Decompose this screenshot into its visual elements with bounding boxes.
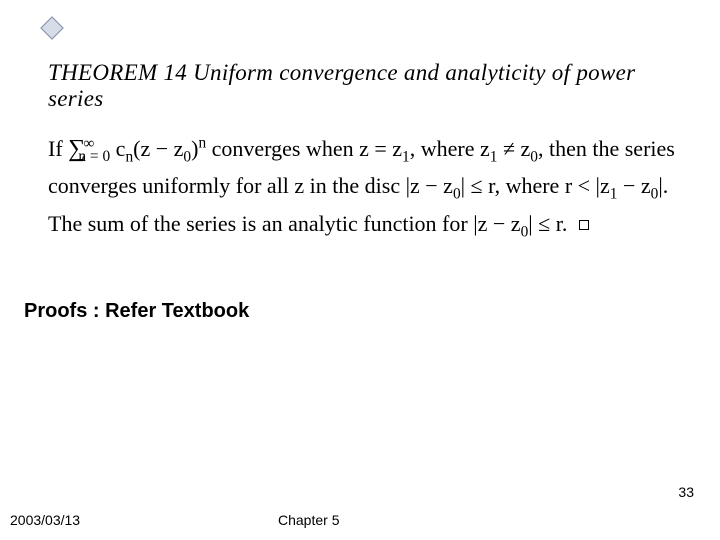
sub-1a: 1 — [402, 148, 410, 165]
sum-lower: n = 0 — [78, 148, 110, 165]
t-l1g: ≠ z — [497, 136, 530, 161]
sub-0a: 0 — [183, 148, 191, 165]
t-l2c: − z — [617, 173, 650, 198]
slide-page: THEOREM 14 Uniform convergence and analy… — [0, 0, 720, 540]
footer-chapter: Chapter 5 — [278, 512, 339, 528]
qed-box-icon — [579, 220, 589, 230]
t-l1f: , where z — [410, 136, 490, 161]
sub-0b: 0 — [530, 148, 538, 165]
slide-number: 33 — [678, 484, 694, 500]
sub-n: n — [125, 148, 133, 165]
t-l2a: converges uniformly for all z in the dis… — [48, 173, 453, 198]
t-l1e: converges when z = z — [206, 136, 402, 161]
t-l1b: c — [110, 136, 125, 161]
t-l3a: The sum of the series is an analytic fun… — [48, 211, 521, 236]
sub-0c: 0 — [453, 186, 461, 203]
t-l1h: , then the series — [538, 136, 675, 161]
t-l3b: | ≤ r. — [528, 211, 573, 236]
sup-n: n — [198, 135, 206, 152]
t-l1c: (z − z — [133, 136, 183, 161]
theorem-title: THEOREM 14 Uniform convergence and analy… — [48, 60, 678, 112]
theorem-block: THEOREM 14 Uniform convergence and analy… — [48, 60, 678, 244]
t-l2b: | ≤ r, where r < |z — [461, 173, 610, 198]
theorem-label: THEOREM 14 — [48, 60, 187, 85]
proofs-line: Proofs : Refer Textbook — [24, 300, 249, 323]
theorem-body: If ∑∞n = 0 cn(z − z0)n converges when z … — [48, 130, 678, 244]
diamond-bullet-icon — [40, 16, 64, 40]
t-l1a: If — [48, 136, 68, 161]
t-l2d: |. — [658, 173, 668, 198]
footer-date: 2003/03/13 — [10, 512, 80, 528]
